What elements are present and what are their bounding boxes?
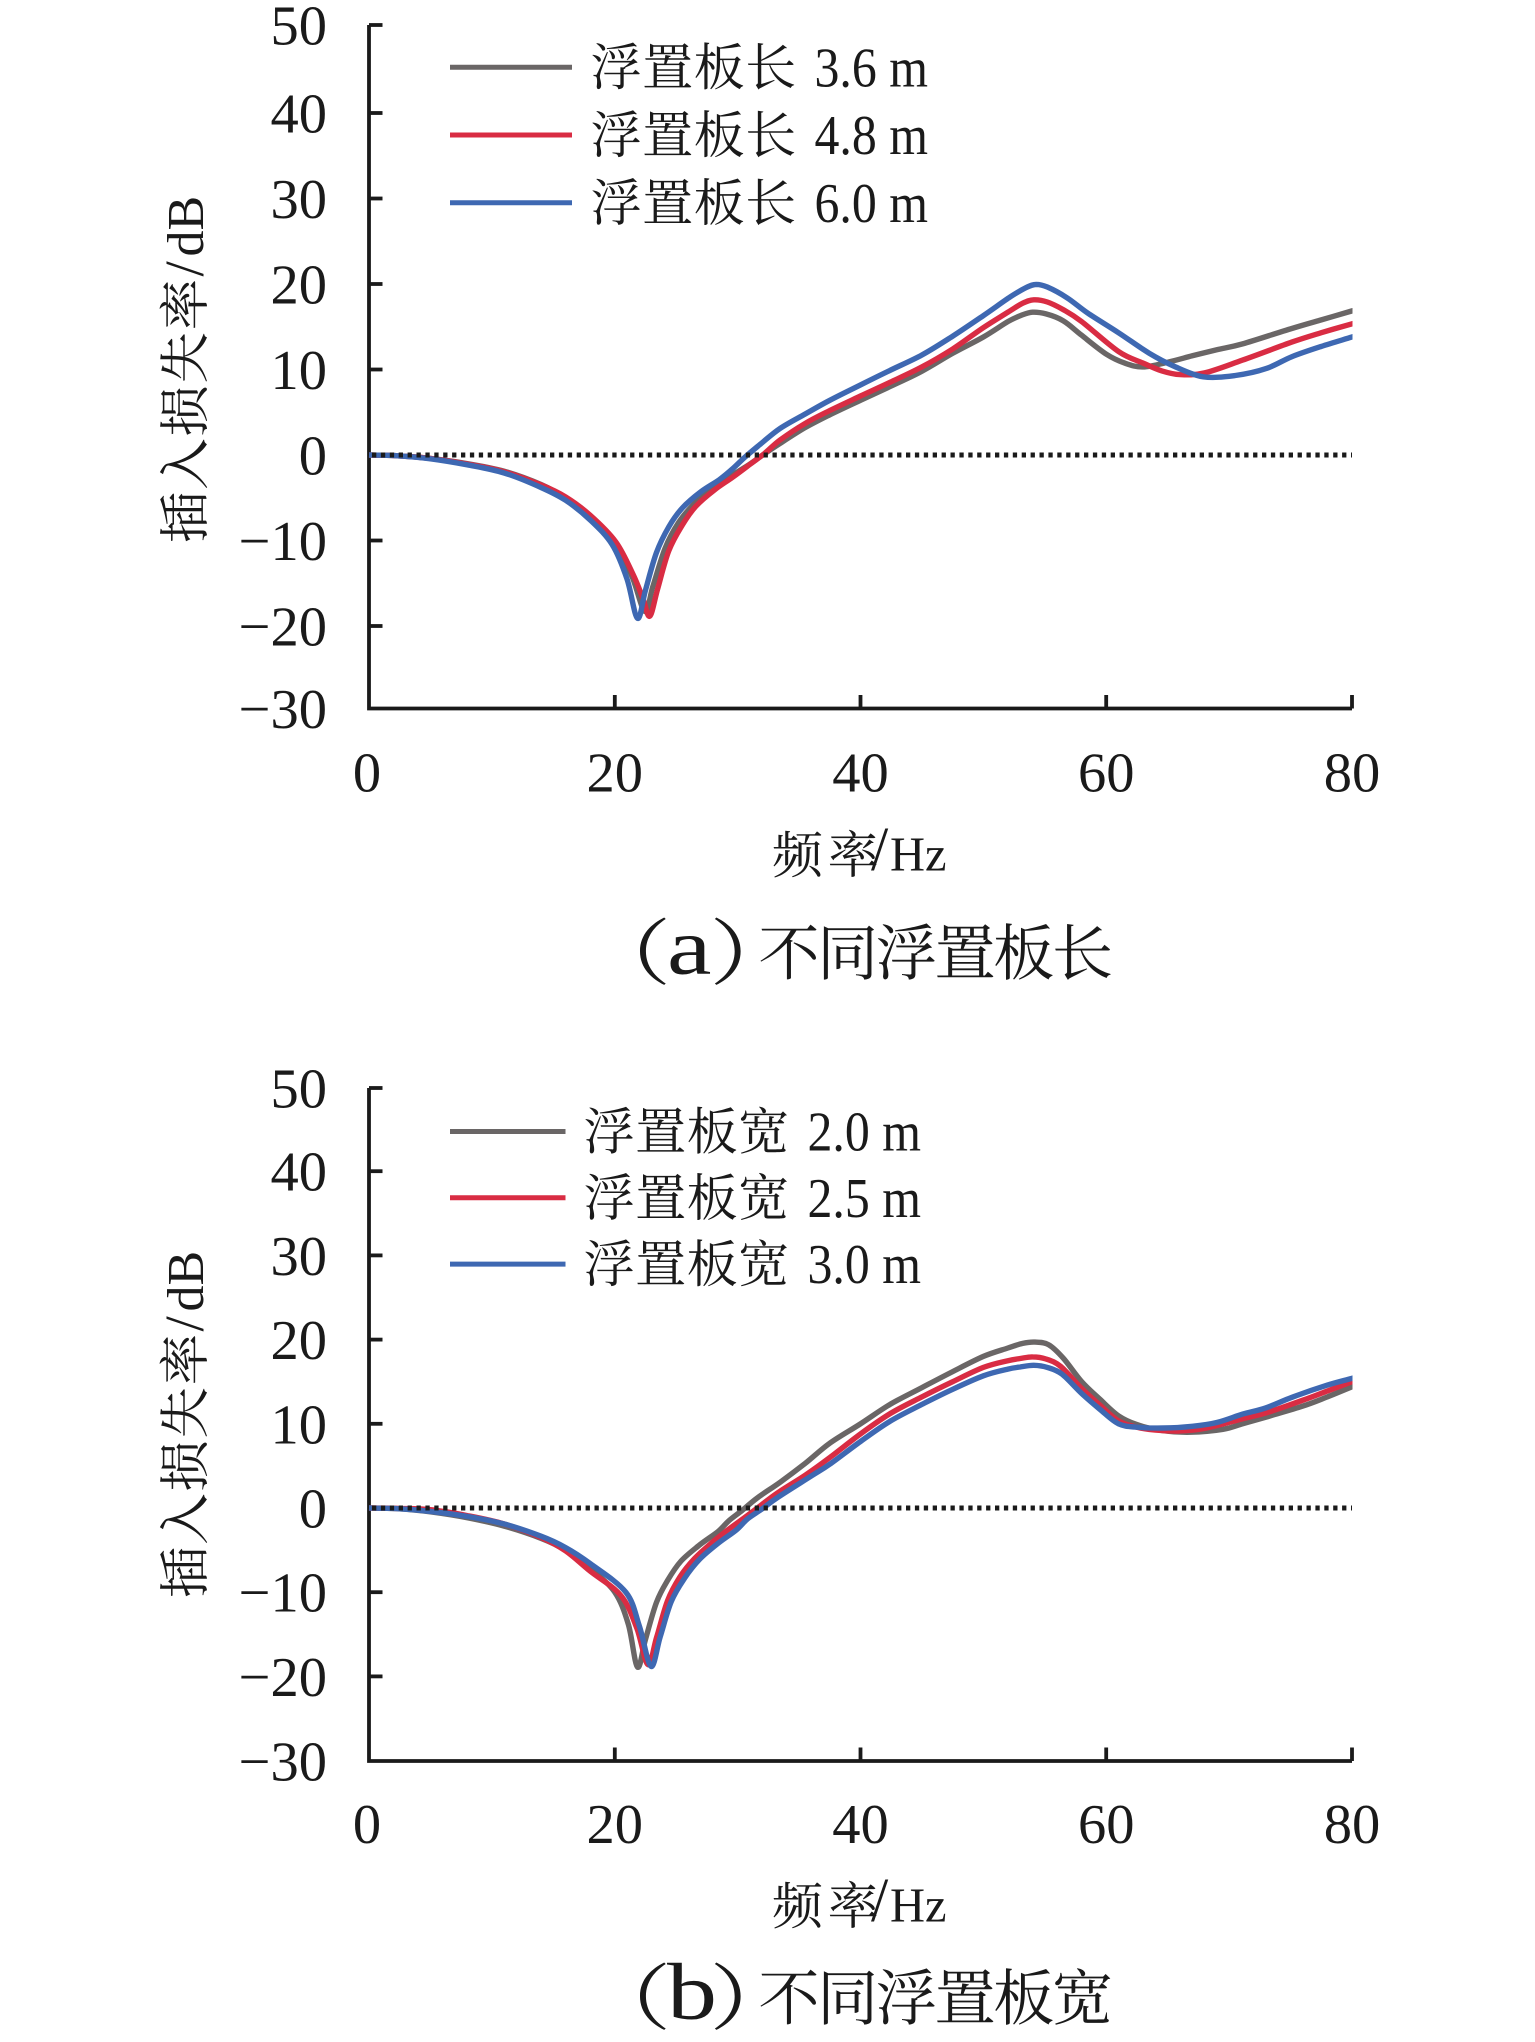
svg-text:40: 40 — [271, 1142, 328, 1204]
svg-text:0: 0 — [299, 426, 327, 488]
svg-text:−30: −30 — [239, 679, 327, 741]
svg-text:−10: −10 — [239, 511, 327, 573]
svg-text:dB: dB — [158, 1251, 215, 1312]
svg-text:−10: −10 — [239, 1563, 327, 1625]
svg-text:0: 0 — [353, 743, 381, 805]
svg-text:/: / — [871, 816, 889, 884]
svg-text:40: 40 — [832, 1794, 889, 1856]
svg-text:10: 10 — [271, 1394, 328, 1456]
svg-text:0: 0 — [353, 1794, 381, 1856]
svg-text:30: 30 — [271, 169, 328, 231]
svg-text:3.6 m: 3.6 m — [815, 37, 929, 99]
svg-text:30: 30 — [271, 1226, 328, 1288]
svg-text:60: 60 — [1078, 1794, 1135, 1856]
svg-text:20: 20 — [271, 255, 328, 317]
svg-text:2.5 m: 2.5 m — [808, 1168, 922, 1230]
svg-text:−20: −20 — [239, 597, 327, 659]
svg-text:a: a — [667, 902, 711, 991]
svg-text:3.0 m: 3.0 m — [808, 1234, 922, 1296]
svg-text:/: / — [154, 1316, 215, 1332]
svg-text:4.8 m: 4.8 m — [815, 105, 929, 167]
svg-text:−20: −20 — [239, 1647, 327, 1709]
svg-text:b: b — [667, 1947, 717, 2036]
svg-text:20: 20 — [271, 1310, 328, 1372]
svg-text:20: 20 — [587, 743, 644, 805]
svg-text:50: 50 — [271, 0, 328, 58]
svg-text:50: 50 — [271, 1059, 328, 1121]
svg-text:/: / — [154, 261, 215, 277]
svg-text:Hz: Hz — [890, 828, 947, 881]
svg-text:6.0 m: 6.0 m — [815, 173, 929, 235]
svg-text:20: 20 — [587, 1794, 644, 1856]
svg-text:2.0 m: 2.0 m — [808, 1102, 922, 1164]
svg-text:0: 0 — [299, 1479, 327, 1541]
svg-text:80: 80 — [1324, 743, 1381, 805]
svg-text:/: / — [871, 1867, 889, 1935]
svg-text:−30: −30 — [239, 1732, 327, 1794]
svg-text:10: 10 — [271, 340, 328, 402]
svg-text:80: 80 — [1324, 1794, 1381, 1856]
svg-text:dB: dB — [158, 196, 215, 257]
svg-text:40: 40 — [271, 84, 328, 146]
svg-text:40: 40 — [832, 743, 889, 805]
svg-text:60: 60 — [1078, 743, 1135, 805]
svg-text:Hz: Hz — [890, 1879, 947, 1932]
